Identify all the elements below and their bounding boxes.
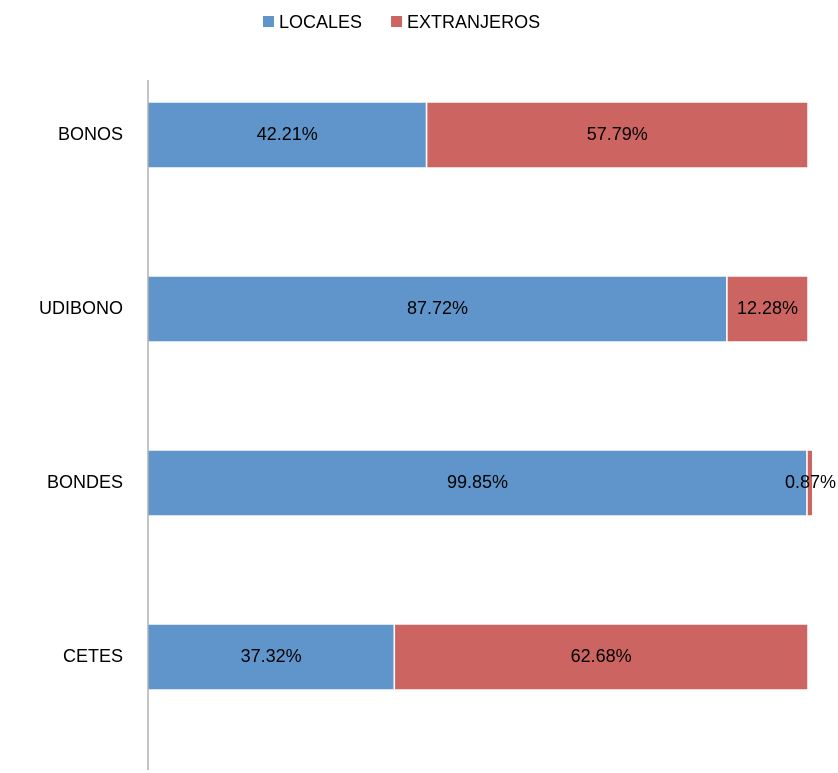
legend-swatch: [391, 16, 403, 27]
data-label: 99.85%: [447, 472, 508, 492]
y-tick-label: BONDES: [47, 472, 123, 492]
data-label: 62.68%: [571, 646, 632, 666]
data-label: 87.72%: [407, 298, 468, 318]
data-label: 42.21%: [257, 124, 318, 144]
legend-label: LOCALES: [279, 12, 362, 32]
data-label: 37.32%: [241, 646, 302, 666]
legend-label: EXTRANJEROS: [407, 12, 540, 32]
y-tick-label: BONOS: [58, 124, 123, 144]
bar-segment: [147, 449, 808, 517]
bar-segment: [425, 101, 809, 169]
legend-swatch: [263, 16, 274, 27]
bar-segment: [726, 275, 809, 343]
bar-segment: [147, 101, 428, 169]
bar-segment: [393, 623, 809, 691]
y-tick-label: UDIBONO: [39, 298, 123, 318]
data-label: 0.87%: [785, 472, 836, 492]
y-tick-label: CETES: [63, 646, 123, 666]
data-label: 12.28%: [737, 298, 798, 318]
bar-segment: [147, 275, 728, 343]
bar-segment: [147, 623, 396, 691]
bar-segment: [806, 449, 814, 517]
data-label: 57.79%: [587, 124, 648, 144]
